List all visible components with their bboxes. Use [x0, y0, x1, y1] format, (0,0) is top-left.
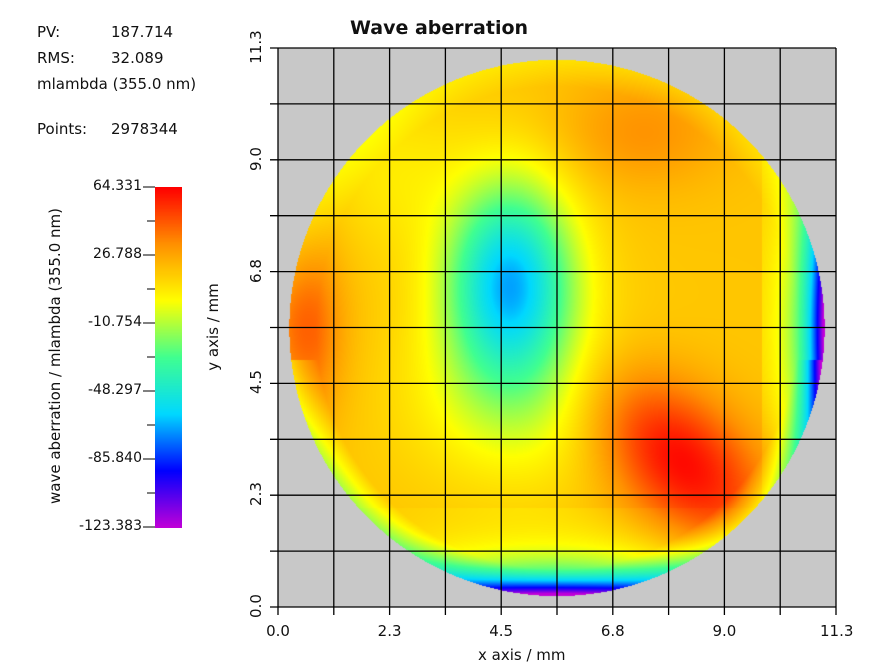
- colorbar-tick-label: -48.297: [87, 382, 142, 398]
- unit-text: mlambda (355.0 nm): [37, 75, 197, 93]
- points-label: Points:: [37, 120, 88, 138]
- points-value: 2978344: [111, 120, 178, 138]
- y-tick-label: 2.3: [247, 482, 265, 507]
- x-tick-label: 2.3: [377, 622, 402, 640]
- chart-title: Wave aberration: [350, 17, 529, 39]
- colorbar: [155, 187, 182, 528]
- y-tick-label: 4.5: [247, 370, 265, 395]
- pv-label: PV:: [37, 23, 61, 41]
- colorbar-label: wave aberration / mlambda (355.0 nm): [46, 208, 64, 504]
- rms-value: 32.089: [111, 49, 164, 67]
- y-tick-label: 9.0: [247, 146, 265, 171]
- x-axis-label: x axis / mm: [478, 646, 566, 664]
- colorbar-tick-label: -85.840: [87, 450, 142, 466]
- rms-label: RMS:: [37, 49, 75, 67]
- x-tick-label: 4.5: [489, 622, 514, 640]
- x-tick-label: 0.0: [266, 622, 290, 640]
- pv-value: 187.714: [111, 23, 174, 41]
- y-tick-label: 0.0: [247, 594, 265, 618]
- colorbar-tick-label: -123.383: [79, 518, 142, 534]
- x-tick-label: 9.0: [712, 622, 737, 640]
- colorbar-tick-label: -10.754: [87, 314, 142, 330]
- colorbar-tick-label: 26.788: [93, 246, 142, 262]
- y-tick-label: 6.8: [247, 258, 265, 283]
- x-tick-label: 11.3: [820, 622, 854, 640]
- y-tick-label: 11.3: [247, 30, 265, 64]
- x-tick-label: 6.8: [600, 622, 625, 640]
- y-axis-label: y axis / mm: [204, 283, 222, 371]
- colorbar-tick-label: 64.331: [93, 178, 142, 194]
